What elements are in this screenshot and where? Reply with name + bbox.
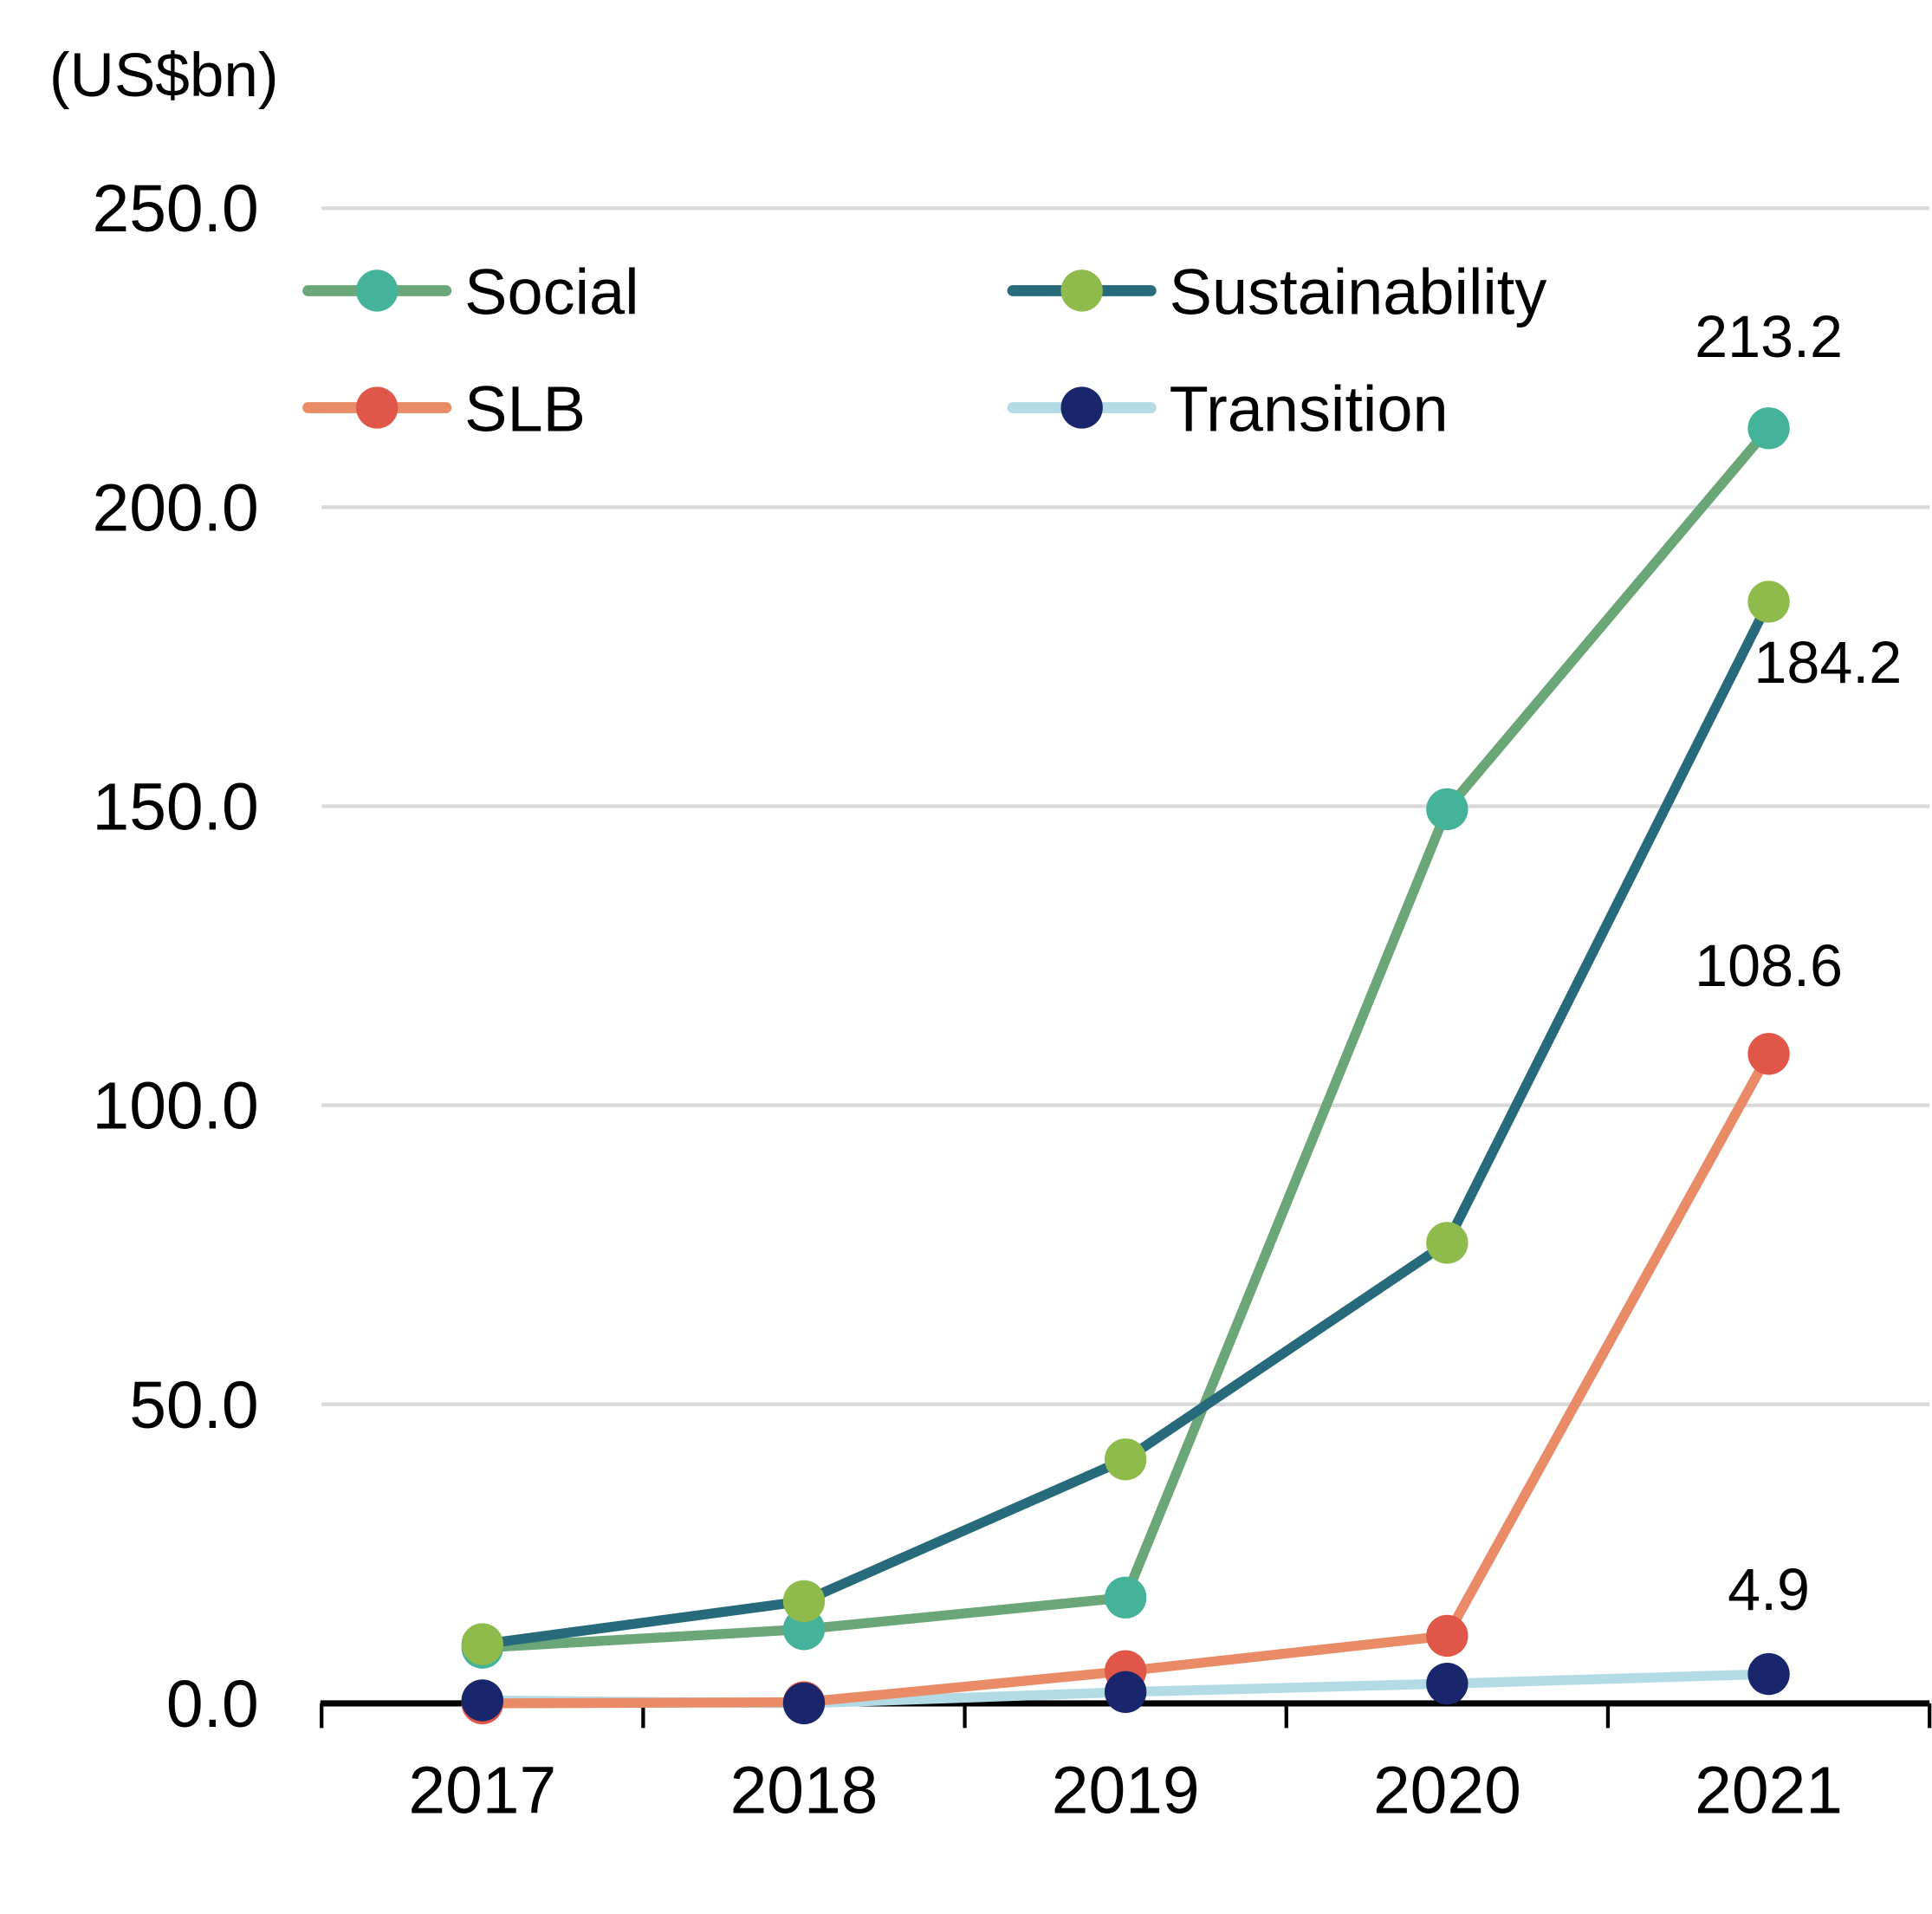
marker-transition	[1747, 1652, 1790, 1696]
legend-marker-swatch	[356, 269, 399, 312]
x-tick-label: 2020	[1373, 1754, 1521, 1827]
marker-social	[1104, 1576, 1147, 1619]
marker-transition	[782, 1682, 826, 1725]
series-lines	[482, 425, 1773, 1709]
marker-sustainability	[1747, 581, 1790, 623]
legend-marker-swatch	[1060, 386, 1103, 429]
x-tick-label: 2019	[1052, 1754, 1200, 1827]
series-line-sustainability	[482, 599, 1773, 1650]
data-label-slb: 108.6	[1695, 933, 1843, 999]
x-axis-tick-labels: 2017 2018 2019 2020 2021	[408, 1754, 1843, 1827]
marker-sustainability	[782, 1580, 826, 1623]
legend: Social Sustainability SLB Transition	[302, 256, 1547, 445]
marker-transition	[461, 1679, 503, 1722]
y-tick-label: 200.0	[93, 471, 259, 545]
legend-item-sustainability: Sustainability	[1007, 256, 1547, 328]
series-markers	[461, 407, 1790, 1725]
y-tick-label: 250.0	[93, 172, 259, 246]
gridlines	[321, 206, 1930, 1406]
data-label-transition: 4.9	[1728, 1557, 1810, 1623]
marker-sustainability	[461, 1623, 503, 1665]
data-label-social: 213.2	[1695, 304, 1843, 370]
marker-social	[1747, 407, 1790, 450]
x-tick-label: 2021	[1695, 1754, 1843, 1827]
y-tick-label: 100.0	[93, 1070, 259, 1144]
x-tick-label: 2018	[730, 1754, 878, 1827]
legend-label: SLB	[464, 373, 586, 445]
data-label-sustainability: 184.2	[1754, 630, 1902, 696]
y-axis-tick-labels: 0.0 50.0 100.0 150.0 200.0 250.0	[93, 172, 259, 1742]
data-labels: 213.2 184.2 108.6 4.9	[1695, 304, 1902, 1623]
x-tick-label: 2017	[408, 1754, 556, 1827]
legend-item-social: Social	[302, 256, 639, 328]
legend-label: Sustainability	[1170, 256, 1547, 328]
marker-transition	[1104, 1671, 1147, 1713]
y-tick-label: 50.0	[129, 1369, 258, 1443]
legend-item-slb: SLB	[302, 373, 586, 445]
y-tick-label: 0.0	[166, 1668, 259, 1742]
legend-item-transition: Transition	[1007, 373, 1449, 445]
y-tick-label: 150.0	[93, 771, 259, 845]
legend-marker-swatch	[1060, 269, 1103, 312]
marker-slb	[1426, 1614, 1468, 1658]
legend-label: Transition	[1170, 373, 1449, 445]
marker-slb	[1747, 1033, 1790, 1075]
y-axis-unit-label: (US$bn)	[49, 42, 279, 110]
marker-social	[1426, 788, 1468, 831]
legend-marker-swatch	[356, 386, 399, 429]
marker-transition	[1426, 1662, 1468, 1705]
legend-label: Social	[464, 256, 639, 328]
marker-sustainability	[1426, 1222, 1468, 1264]
marker-sustainability	[1104, 1438, 1147, 1481]
